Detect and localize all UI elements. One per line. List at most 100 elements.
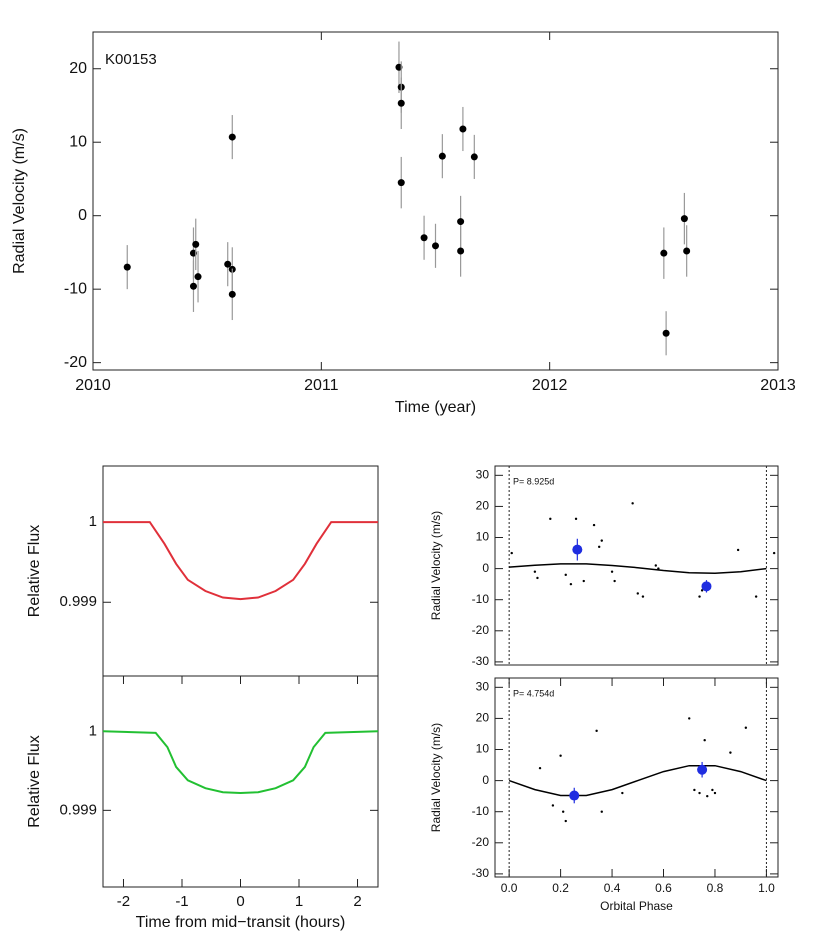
data-point (680, 215, 688, 223)
data-point (420, 234, 428, 242)
data-point (569, 790, 580, 801)
data-point (698, 595, 701, 598)
y-axis-label: Radial Velocity (m/s) (429, 723, 443, 832)
y-tick-label: 0.999 (59, 801, 97, 818)
y-tick-label: 20 (476, 499, 490, 513)
y-tick-label: 20 (69, 60, 87, 77)
x-axis-label: Time from mid−transit (hours) (136, 914, 346, 931)
x-tick-label: 1 (295, 893, 303, 910)
model-curve (509, 563, 767, 575)
data-point (754, 595, 758, 598)
data-point (582, 579, 585, 583)
data-point (610, 570, 614, 573)
x-tick-label: 0.0 (501, 881, 518, 895)
data-point (559, 754, 562, 757)
x-tick-label: 0 (236, 893, 244, 910)
plot-frame (92, 31, 779, 371)
data-point (572, 544, 583, 555)
plot-frame (102, 675, 379, 888)
data-point (688, 717, 691, 720)
data-point (224, 260, 232, 268)
data-point (432, 242, 439, 250)
y-tick-label: -10 (64, 280, 87, 297)
data-point (549, 517, 552, 521)
y-tick-label: 1 (89, 513, 97, 530)
data-point (600, 539, 603, 542)
data-point (457, 247, 465, 255)
data-point (592, 523, 596, 527)
x-tick-label: 2013 (760, 377, 796, 394)
y-tick-label: 1 (89, 722, 97, 739)
data-point (397, 99, 405, 107)
data-point (551, 804, 555, 807)
y-tick-label: 20 (476, 711, 490, 725)
data-point (772, 551, 776, 555)
data-point (662, 329, 670, 337)
data-point (533, 570, 537, 573)
data-point (660, 249, 668, 257)
data-point (713, 791, 717, 795)
annotation: P= 8.925d (513, 476, 554, 486)
plot-frame (494, 465, 779, 666)
data-point (561, 810, 565, 813)
data-point (693, 788, 696, 792)
x-tick-label: 2012 (532, 377, 568, 394)
data-point (189, 282, 197, 290)
data-point (703, 738, 706, 742)
y-tick-label: -10 (472, 592, 490, 606)
x-tick-label: 0.8 (707, 881, 724, 895)
data-point (194, 273, 202, 281)
model-curve (103, 521, 378, 601)
data-point (438, 152, 446, 160)
x-tick-label: 0.6 (655, 881, 672, 895)
data-point (564, 819, 567, 823)
x-tick-label: 1.0 (758, 881, 775, 895)
plot-frame (102, 465, 379, 677)
y-tick-label: -20 (472, 835, 490, 849)
y-tick-label: 0.999 (59, 593, 97, 610)
data-point (701, 581, 712, 592)
data-point (600, 810, 603, 813)
x-tick-label: 0.4 (604, 881, 621, 895)
data-point (228, 290, 236, 298)
y-tick-label: 0 (482, 561, 489, 575)
x-tick-label: -1 (175, 893, 188, 910)
y-tick-label: -30 (472, 866, 490, 880)
data-point (700, 589, 704, 592)
data-point (683, 247, 691, 255)
x-tick-label: 0.2 (552, 881, 569, 895)
data-point (631, 502, 634, 505)
x-axis-label: Time (year) (395, 399, 476, 416)
annotation: P= 4.754d (513, 688, 554, 698)
y-tick-label: 30 (476, 468, 490, 482)
data-point (697, 764, 708, 775)
y-tick-label: 0 (78, 207, 87, 224)
model-curve (102, 730, 379, 795)
data-point (457, 218, 465, 226)
y-axis-label: Relative Flux (26, 525, 43, 617)
data-point (736, 548, 740, 552)
x-tick-label: -2 (117, 893, 130, 910)
y-tick-label: 10 (69, 133, 87, 150)
data-point (641, 595, 645, 598)
data-point (595, 729, 598, 733)
data-point (228, 133, 236, 141)
y-axis-label: Radial Velocity (m/s) (11, 128, 28, 274)
data-point (729, 751, 732, 754)
data-point (698, 791, 701, 795)
model-curve (508, 764, 767, 797)
x-axis-label: Orbital Phase (600, 899, 673, 913)
data-point (192, 240, 200, 248)
x-tick-label: 2011 (304, 377, 339, 394)
data-point (538, 766, 542, 770)
plot-frame (494, 677, 779, 878)
data-point (569, 582, 573, 586)
y-tick-label: 10 (476, 742, 490, 756)
data-point (470, 153, 478, 161)
x-tick-label: 2010 (75, 377, 111, 394)
data-point (654, 564, 657, 567)
y-axis-label: Radial Velocity (m/s) (429, 511, 443, 620)
y-axis-label: Relative Flux (26, 735, 43, 827)
data-point (510, 551, 513, 555)
data-point (613, 579, 616, 583)
